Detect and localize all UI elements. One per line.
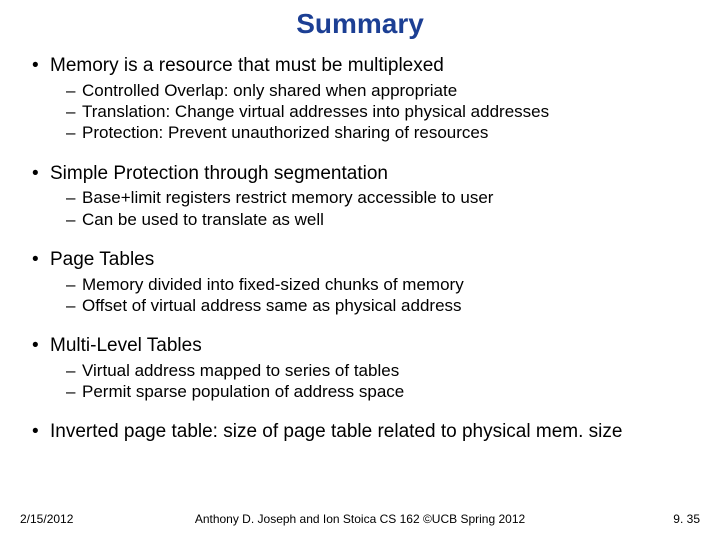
spacer — [18, 144, 702, 162]
footer-page-number: 9. 35 — [673, 512, 700, 526]
bullet-l2: Translation: Change virtual addresses in… — [66, 101, 702, 122]
bullet-l1: Multi-Level Tables — [32, 334, 702, 358]
bullet-l1: Memory is a resource that must be multip… — [32, 54, 702, 78]
bullet-l1: Simple Protection through segmentation — [32, 162, 702, 186]
bullet-l2: Offset of virtual address same as physic… — [66, 295, 702, 316]
bullet-l1: Page Tables — [32, 248, 702, 272]
bullet-l1: Inverted page table: size of page table … — [32, 420, 702, 444]
bullet-l2: Memory divided into fixed-sized chunks o… — [66, 274, 702, 295]
slide: Summary Memory is a resource that must b… — [0, 0, 720, 540]
spacer — [18, 402, 702, 420]
bullet-l2: Controlled Overlap: only shared when app… — [66, 80, 702, 101]
footer-date: 2/15/2012 — [20, 512, 73, 526]
slide-content: Memory is a resource that must be multip… — [18, 54, 702, 444]
bullet-l2: Base+limit registers restrict memory acc… — [66, 187, 702, 208]
bullet-l2: Can be used to translate as well — [66, 209, 702, 230]
bullet-l2: Virtual address mapped to series of tabl… — [66, 360, 702, 381]
bullet-l2: Permit sparse population of address spac… — [66, 381, 702, 402]
slide-title: Summary — [18, 8, 702, 40]
footer-attribution: Anthony D. Joseph and Ion Stoica CS 162 … — [195, 512, 525, 526]
spacer — [18, 230, 702, 248]
spacer — [18, 316, 702, 334]
bullet-l2: Protection: Prevent unauthorized sharing… — [66, 122, 702, 143]
slide-footer: 2/15/2012 Anthony D. Joseph and Ion Stoi… — [0, 512, 720, 526]
